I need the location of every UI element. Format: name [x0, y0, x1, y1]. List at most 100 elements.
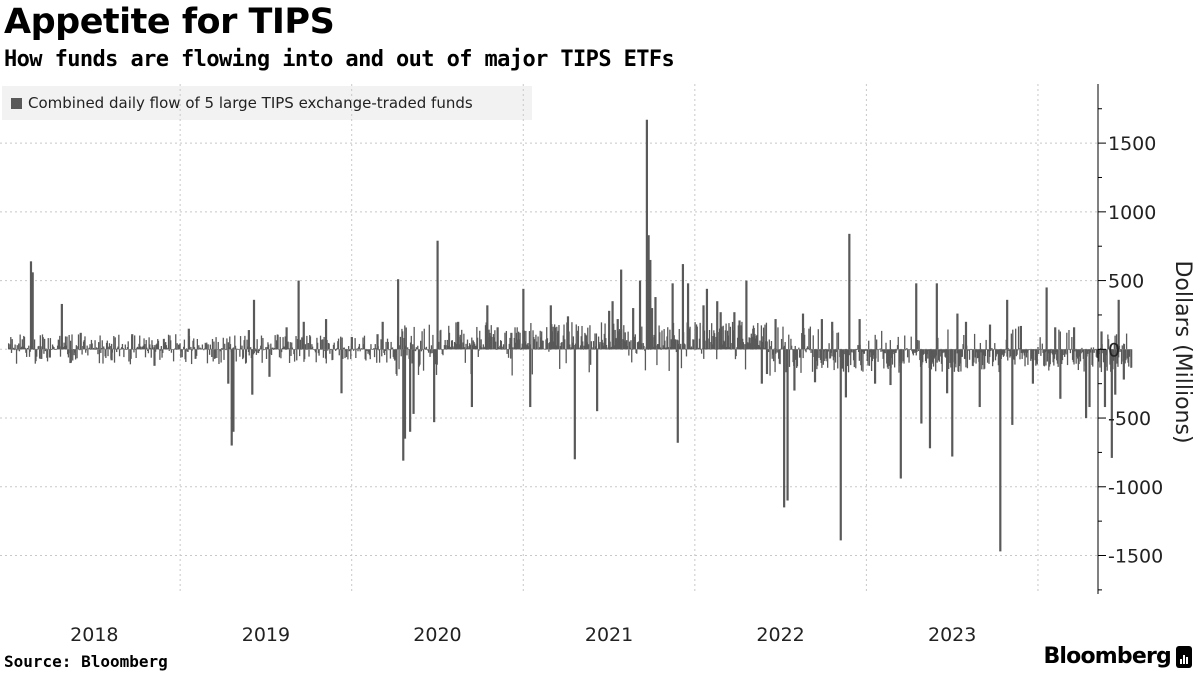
flow-bar-noise: [759, 340, 761, 350]
flow-bar-noise: [525, 330, 527, 350]
flow-bar-noise: [1042, 349, 1044, 353]
flow-bar-noise: [1081, 347, 1083, 350]
flow-bar: [820, 319, 823, 350]
flow-bar-noise: [810, 349, 812, 353]
flow-bar-noise: [350, 349, 352, 360]
flow-bar-noise: [604, 323, 606, 350]
flow-bar-noise: [541, 340, 544, 350]
flow-bar-noise: [190, 346, 192, 350]
flow-bar-noise: [756, 334, 758, 350]
flow-bar: [1114, 349, 1117, 395]
flow-bar-noise: [180, 349, 183, 352]
flow-bar-noise: [353, 349, 356, 350]
flow-bar-noise: [367, 349, 369, 354]
flow-bar-noise: [1013, 349, 1015, 360]
flow-bar: [302, 321, 305, 350]
flow-bar-noise: [301, 337, 303, 350]
flow-bar: [946, 349, 949, 394]
flow-bar-noise: [371, 348, 373, 350]
flow-bar-noise: [587, 344, 590, 350]
flow-bar-noise: [591, 347, 593, 350]
flow-bar: [671, 283, 674, 350]
flow-bar-noise: [78, 349, 80, 351]
flow-bar-noise: [970, 349, 972, 350]
flow-bar: [848, 233, 851, 350]
flow-bar-noise: [992, 349, 994, 362]
flow-bar-noise: [18, 343, 20, 350]
flow-bar-noise: [607, 347, 609, 350]
flow-bar-noise: [1097, 349, 1100, 362]
flow-bar-noise: [429, 349, 431, 357]
flow-bar-noise: [1068, 329, 1070, 350]
flow-bar-noise: [108, 343, 111, 350]
flow-bar-noise: [729, 326, 732, 350]
flow-bar-noise: [893, 349, 895, 355]
flow-bar-noise: [193, 338, 195, 350]
flow-bar-noise: [918, 340, 920, 350]
flow-bar-noise: [816, 349, 818, 370]
flow-bar-noise: [902, 349, 904, 362]
flow-bar-noise: [878, 349, 881, 350]
flow-bar-noise: [831, 349, 833, 357]
flow-bar-noise: [192, 340, 194, 350]
flow-bar-noise: [692, 339, 694, 350]
flow-bar-noise: [229, 336, 231, 350]
flow-bar-noise: [1125, 349, 1127, 361]
flow-bar-noise: [718, 348, 720, 350]
flow-bar-noise: [476, 337, 479, 350]
flow-bar-noise: [801, 333, 803, 350]
flow-bar-noise: [559, 349, 561, 369]
flow-bar-noise: [22, 346, 24, 350]
flow-bar: [702, 305, 705, 350]
flow-bar-noise: [1045, 349, 1047, 366]
flow-bar-noise: [939, 349, 941, 352]
flow-bar-noise: [296, 339, 299, 350]
flow-bar-noise: [37, 346, 39, 350]
flow-bar-noise: [203, 348, 206, 350]
flow-bar-noise: [505, 330, 508, 350]
flow-bar-noise: [685, 349, 687, 350]
flow-bar-noise: [808, 328, 810, 350]
flow-bar-noise: [860, 349, 862, 366]
flow-bar-noise: [430, 345, 433, 350]
flow-bar-noise: [373, 348, 375, 350]
flow-bar-noise: [45, 348, 47, 350]
flow-bar: [69, 349, 72, 364]
flow-bar-noise: [731, 321, 734, 350]
flow-bar-noise: [996, 349, 998, 355]
flow-bar-noise: [945, 349, 947, 358]
flow-bar-noise: [458, 344, 461, 350]
flow-bar-noise: [126, 347, 129, 350]
flow-bar-noise: [1034, 349, 1036, 361]
flow-bar-noise: [64, 346, 66, 350]
flow-bar-noise: [385, 341, 387, 350]
flow-bar-noise: [866, 349, 868, 362]
flow-bar-noise: [436, 349, 438, 365]
flow-bar-noise: [949, 349, 951, 363]
flow-bar-noise: [219, 349, 222, 352]
flow-bar: [920, 349, 923, 424]
flow-bar-noise: [293, 349, 296, 362]
flow-bar-noise: [994, 343, 996, 350]
flow-bar-noise: [253, 349, 255, 354]
flow-bar-noise: [983, 349, 985, 370]
flow-bar-noise: [273, 348, 276, 350]
flow-bar-noise: [329, 349, 331, 354]
flow-bar-noise: [961, 349, 964, 357]
flow-bar-noise: [740, 325, 742, 350]
flow-bar-noise: [417, 349, 420, 375]
flow-bar-noise: [1059, 331, 1061, 350]
flow-bar-noise: [593, 349, 595, 350]
flow-bar-noise: [1045, 349, 1048, 352]
flow-bar-noise: [530, 323, 532, 350]
flow-bar-noise: [345, 349, 348, 358]
flow-bar-noise: [135, 349, 137, 358]
flow-bar-noise: [1120, 349, 1122, 350]
flow-bar-noise: [185, 349, 187, 362]
flow-bar-noise: [894, 349, 897, 353]
flow-bar-noise: [296, 349, 298, 361]
flow-bar-noise: [20, 347, 22, 350]
flow-bar: [433, 349, 436, 423]
flow-bar-noise: [17, 349, 19, 351]
flow-bar-noise: [463, 333, 465, 350]
